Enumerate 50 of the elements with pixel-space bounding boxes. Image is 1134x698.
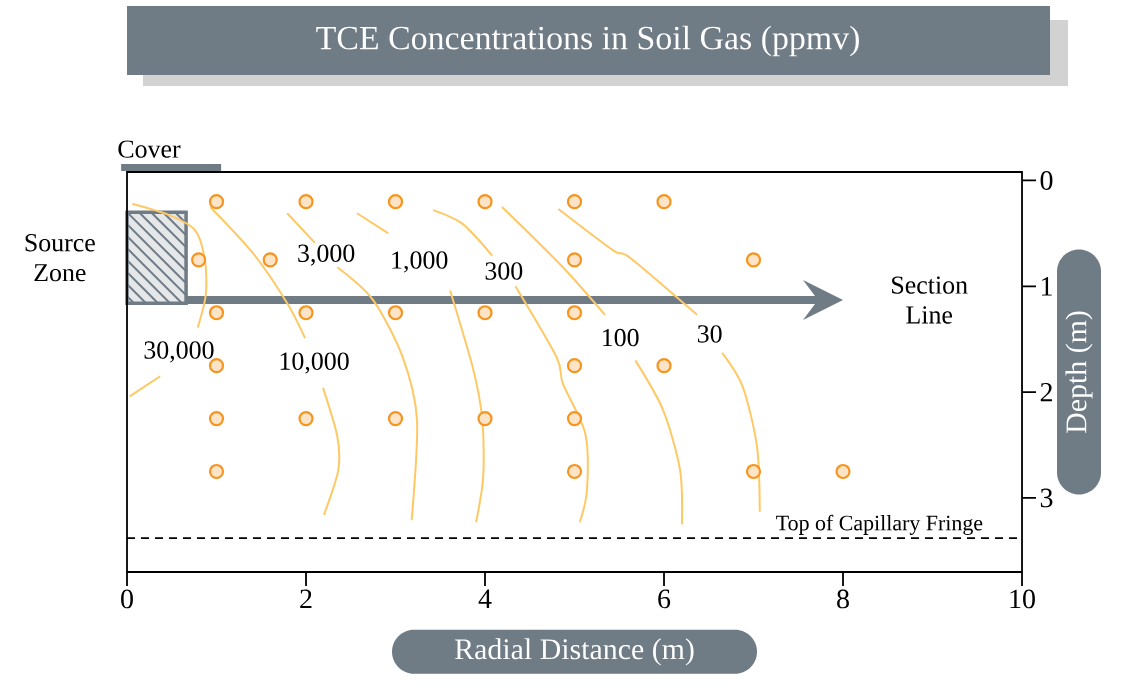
y-tick-label: 1 <box>1041 277 1052 296</box>
point <box>477 305 493 321</box>
x-tick-label: 8 <box>837 589 849 609</box>
point <box>191 252 207 268</box>
text: Cover <box>118 140 181 158</box>
point <box>566 463 583 480</box>
x-tick-label: 6 <box>658 589 671 609</box>
series-label: 30 <box>697 325 722 343</box>
point <box>208 463 225 480</box>
y-tick-label: 2 <box>1040 382 1052 402</box>
band-label: Source Zone <box>25 234 95 282</box>
point <box>208 305 225 321</box>
point <box>566 252 583 268</box>
ref-line-label: Top of Capillary Fringe <box>776 514 983 535</box>
point <box>566 358 583 374</box>
point <box>298 194 314 210</box>
series-label: 300 <box>485 262 523 280</box>
x-axis-title: Radial Distance (m) <box>455 638 694 666</box>
point <box>298 305 314 321</box>
series-label: 10,000 <box>280 352 349 374</box>
x-tick-label: 2 <box>300 589 312 608</box>
point <box>477 194 493 210</box>
point <box>208 194 225 210</box>
point <box>566 305 583 321</box>
annotation: Section Line <box>892 276 968 324</box>
chart-title: TCE Concentrations in Soil Gas (ppmv) <box>316 25 859 57</box>
point <box>477 410 493 427</box>
point <box>298 410 314 427</box>
y-axis-title: Depth (m) <box>1065 311 1093 433</box>
y-tick-label: 0 <box>1040 171 1053 190</box>
series-label: 100 <box>603 328 639 347</box>
point <box>387 410 404 427</box>
x-tick-label: 4 <box>478 589 492 608</box>
point <box>835 463 851 480</box>
x-tick-label: 0 <box>121 589 133 609</box>
series-label: 1,000 <box>392 251 448 273</box>
point <box>387 194 404 210</box>
point <box>566 194 583 210</box>
point <box>656 358 672 374</box>
point <box>745 252 762 268</box>
series-label: 30,000 <box>144 341 214 363</box>
point <box>566 410 583 427</box>
point <box>387 305 404 321</box>
point <box>262 252 278 268</box>
y-tick-label: 3 <box>1040 488 1053 508</box>
point <box>745 463 762 480</box>
series-label: 3,000 <box>298 244 355 266</box>
point <box>656 194 672 210</box>
x-tick-label: 10 <box>1010 589 1035 609</box>
point <box>208 410 225 427</box>
